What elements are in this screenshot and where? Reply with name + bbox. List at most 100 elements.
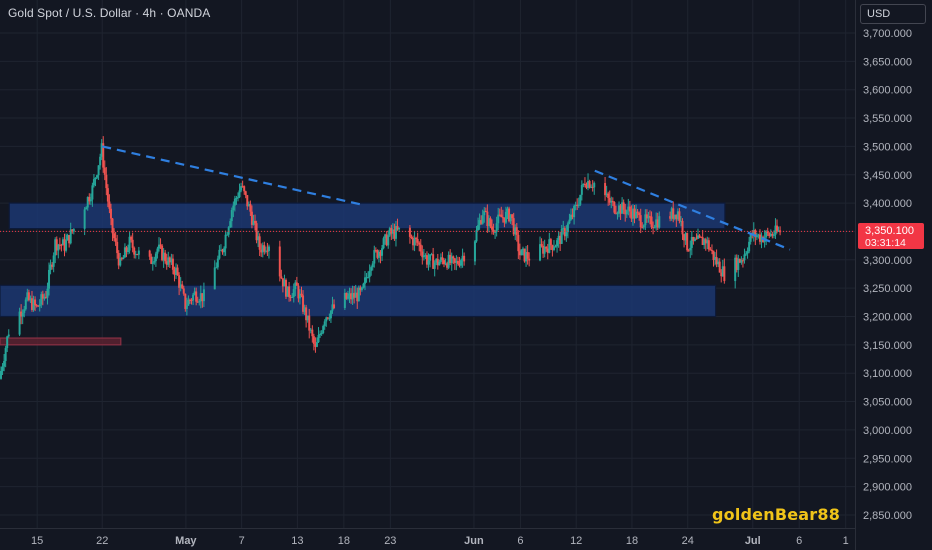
candle-body xyxy=(393,229,396,239)
candle-body xyxy=(89,199,92,202)
symbol-title: Gold Spot / U.S. Dollar · 4h · OANDA xyxy=(8,6,211,20)
candle-body xyxy=(119,258,122,266)
candle-body xyxy=(644,214,647,226)
candle-body xyxy=(737,258,740,270)
candle-body xyxy=(218,249,221,259)
candle-body xyxy=(503,217,506,223)
candle-body xyxy=(444,263,447,265)
candle-body xyxy=(29,298,32,301)
candle-body xyxy=(591,186,594,188)
y-tick-label: 3,300.000 xyxy=(863,255,912,267)
candle-body xyxy=(328,318,331,320)
candle-body xyxy=(418,242,421,245)
candle-body xyxy=(421,251,424,258)
candle-body xyxy=(645,214,648,219)
candle-body xyxy=(236,197,239,199)
x-tick-label: Jun xyxy=(464,535,484,547)
candle-body xyxy=(571,214,574,218)
candle-body xyxy=(500,214,503,218)
candle-body xyxy=(168,257,171,263)
candle-body xyxy=(41,294,44,299)
candle-body xyxy=(723,266,726,282)
y-tick-label: 2,950.000 xyxy=(863,453,912,465)
candle-body xyxy=(35,305,38,307)
candle-body xyxy=(362,283,365,288)
candle-body xyxy=(740,260,743,263)
candle-body xyxy=(157,244,160,249)
candle-body xyxy=(703,239,706,245)
candle-body xyxy=(3,360,6,367)
candle-body xyxy=(66,235,69,241)
candle-body xyxy=(97,165,100,176)
candle-body xyxy=(582,183,585,186)
candle-body xyxy=(636,211,639,213)
candle-body xyxy=(408,227,411,237)
candle-body xyxy=(689,247,692,251)
x-tick-label: 6 xyxy=(517,535,523,547)
candle-body xyxy=(303,307,306,312)
candle-body xyxy=(704,239,707,244)
candle-body xyxy=(298,293,301,299)
candle-body xyxy=(238,190,241,198)
candle-body xyxy=(20,311,23,317)
candle-body xyxy=(556,240,559,247)
candle-body xyxy=(614,212,617,214)
candle-body xyxy=(263,245,266,252)
candle-body xyxy=(24,299,27,310)
candle-body xyxy=(40,294,43,305)
candle-body xyxy=(460,260,463,266)
candle-body xyxy=(607,193,610,199)
candle-body xyxy=(551,245,554,251)
x-tick-label: 18 xyxy=(626,535,638,547)
candle-body xyxy=(583,183,586,186)
candle-body xyxy=(103,167,106,175)
candle-body xyxy=(430,254,433,256)
candle-body xyxy=(690,237,693,248)
candle-body xyxy=(528,258,531,261)
trendlines xyxy=(101,145,791,251)
candle-body xyxy=(758,234,761,242)
candle-body xyxy=(415,237,418,240)
candle-body xyxy=(424,255,427,257)
candle-body xyxy=(681,220,684,235)
candle-body xyxy=(148,250,151,257)
candle-body xyxy=(219,249,222,251)
currency-button[interactable]: USD xyxy=(860,4,926,24)
candle-body xyxy=(579,194,582,205)
candle-body xyxy=(38,304,41,307)
candle-body xyxy=(315,342,318,347)
candle-body xyxy=(427,260,430,265)
candle-body xyxy=(181,284,184,289)
candle-body xyxy=(249,204,252,212)
y-tick-label: 3,650.000 xyxy=(863,56,912,68)
candle-body xyxy=(229,221,232,228)
candle-body xyxy=(108,201,111,209)
candle-body xyxy=(545,246,548,249)
candle-body xyxy=(441,257,444,261)
candle-body xyxy=(196,301,199,303)
candle-body xyxy=(154,253,157,262)
candle-body xyxy=(312,336,315,344)
candle-body xyxy=(449,254,452,263)
candle-body xyxy=(672,208,675,219)
candle-body xyxy=(511,214,514,219)
x-tick-label: 23 xyxy=(384,535,396,547)
candle-body xyxy=(450,256,453,263)
candle-body xyxy=(436,258,439,266)
candle-body xyxy=(223,248,226,253)
candle-body xyxy=(433,262,436,269)
candle-body xyxy=(656,219,659,228)
y-tick-label: 3,400.000 xyxy=(863,198,912,210)
candle-body xyxy=(137,250,140,255)
candle-body xyxy=(161,245,164,261)
candle-body xyxy=(526,252,529,259)
candle-body xyxy=(357,287,360,302)
candle-body xyxy=(123,247,126,258)
candle-body xyxy=(235,197,238,199)
candle-body xyxy=(565,232,568,237)
candle-body xyxy=(354,292,357,298)
candle-body xyxy=(743,254,746,261)
candle-body xyxy=(512,218,515,235)
